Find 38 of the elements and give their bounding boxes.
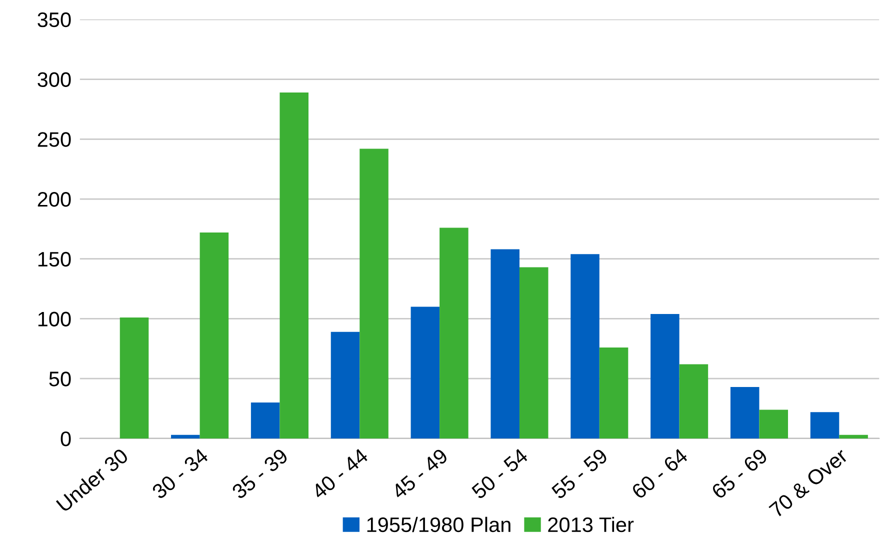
bar: [570, 254, 600, 438]
bar: [490, 249, 520, 438]
x-tick-label: 50 - 54: [470, 448, 529, 500]
x-tick-label: 45 - 49: [390, 448, 449, 500]
bar: [250, 402, 280, 438]
bar: [679, 364, 708, 438]
bar: [730, 386, 760, 438]
y-tick-label: 0: [60, 431, 71, 446]
bar: [759, 410, 788, 438]
bar: [810, 412, 840, 438]
x-tick-label: 35 - 39: [231, 448, 289, 500]
y-tick-label: 250: [38, 132, 71, 147]
y-tick-label: 200: [38, 192, 71, 207]
bar: [440, 228, 468, 438]
bar: [171, 434, 200, 438]
bar: [280, 92, 308, 438]
y-tick-label: 350: [38, 12, 71, 28]
x-tick-label: 65 - 69: [710, 448, 768, 500]
bar: [839, 434, 868, 438]
legend-label: 1955/1980 Plan: [367, 516, 510, 532]
bar: [519, 267, 548, 438]
bar: [120, 318, 149, 438]
legend-label: 2013 Tier: [548, 516, 634, 532]
x-tick-label: 40 - 44: [310, 448, 370, 500]
y-tick-label: 300: [38, 72, 71, 88]
bar: [330, 332, 360, 438]
y-tick-label: 50: [49, 372, 71, 386]
x-tick-label: 70 & Over: [768, 447, 849, 518]
bar: [599, 347, 628, 438]
bar: [410, 306, 440, 438]
y-tick-label: 100: [38, 312, 71, 326]
bar: [200, 232, 229, 438]
x-tick-label: 55 - 59: [550, 448, 608, 500]
x-tick-label: 30 - 34: [151, 448, 210, 500]
bar: [360, 148, 388, 438]
x-tick-label: 60 - 64: [630, 448, 689, 500]
bar: [650, 314, 680, 438]
y-tick-label: 150: [38, 252, 71, 267]
